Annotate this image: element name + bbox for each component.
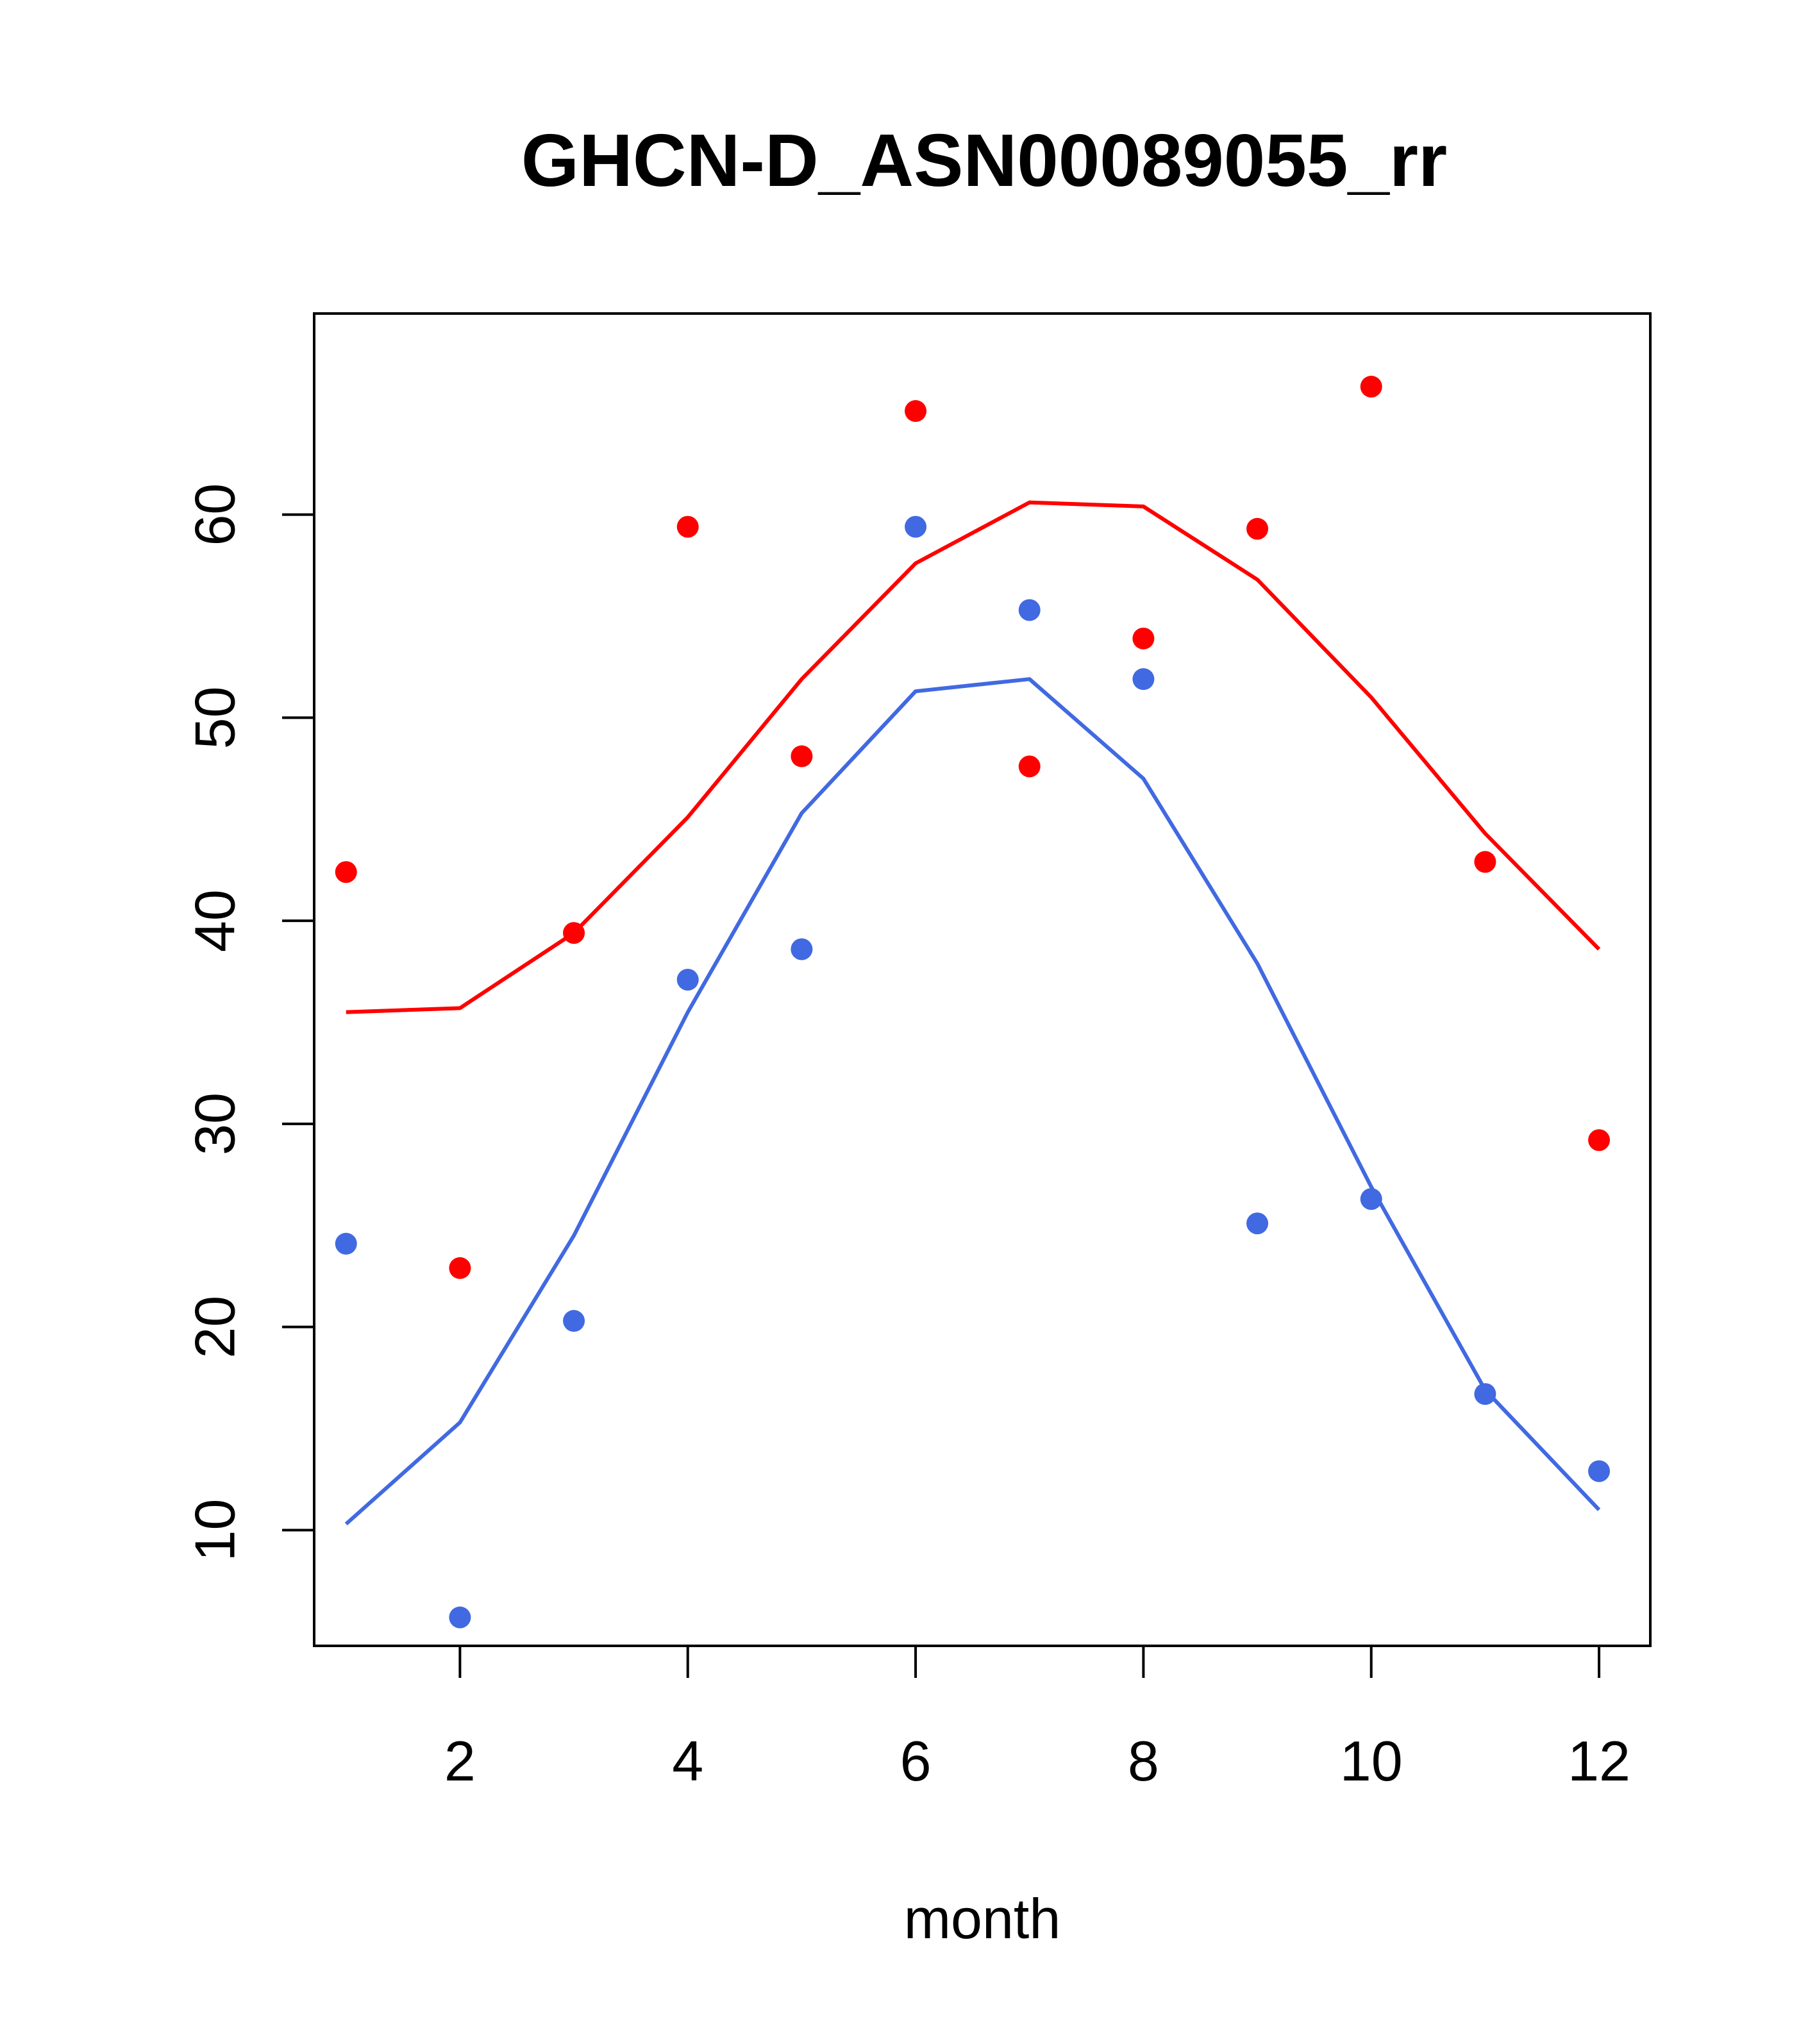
series-0 (335, 376, 1611, 1279)
data-point (563, 1310, 585, 1332)
data-point (791, 938, 813, 960)
data-point (449, 1606, 471, 1629)
data-point (1474, 1383, 1496, 1405)
data-point (905, 400, 927, 423)
series-line (344, 677, 1601, 1526)
data-point (1360, 1188, 1382, 1210)
series-line (346, 500, 1601, 1014)
series-1 (335, 515, 1611, 1629)
data-point (1360, 376, 1382, 398)
data-point (676, 515, 699, 538)
data-point (335, 861, 357, 884)
data-point (676, 969, 699, 991)
x-tick-label: 10 (1340, 1729, 1403, 1793)
data-point (1018, 755, 1041, 778)
data-point (1474, 851, 1496, 873)
y-tick-label: 60 (183, 483, 247, 546)
data-point (791, 745, 813, 767)
y-tick-label: 40 (183, 889, 247, 952)
y-tick-label: 30 (183, 1093, 247, 1155)
data-point (1246, 517, 1269, 540)
data-point (1588, 1129, 1611, 1152)
plot-frame (313, 312, 1652, 1647)
x-tick-label: 2 (444, 1729, 476, 1793)
x-tick-label: 8 (1128, 1729, 1159, 1793)
data-point (1132, 668, 1155, 691)
y-axis: 10 20 30 40 50 60 (183, 483, 315, 1561)
y-tick-label: 10 (183, 1498, 247, 1561)
series-layer (335, 376, 1611, 1629)
y-tick-label: 20 (183, 1296, 247, 1359)
x-axis: 2 4 6 8 10 12 (444, 1645, 1630, 1793)
data-point (1132, 627, 1155, 649)
y-tick-label: 50 (183, 686, 247, 749)
data-point (335, 1232, 357, 1255)
x-tick-label: 6 (900, 1729, 932, 1793)
data-point (563, 922, 585, 944)
x-tick-label: 4 (672, 1729, 703, 1793)
data-point (1018, 599, 1041, 621)
data-point (449, 1257, 471, 1279)
x-tick-label: 12 (1568, 1729, 1630, 1793)
data-point (1246, 1212, 1269, 1235)
chart-title: GHCN-D_ASN00089055_rr (521, 119, 1447, 202)
x-axis-label: month (904, 1887, 1061, 1950)
data-point (905, 515, 927, 538)
data-point (1588, 1460, 1611, 1482)
